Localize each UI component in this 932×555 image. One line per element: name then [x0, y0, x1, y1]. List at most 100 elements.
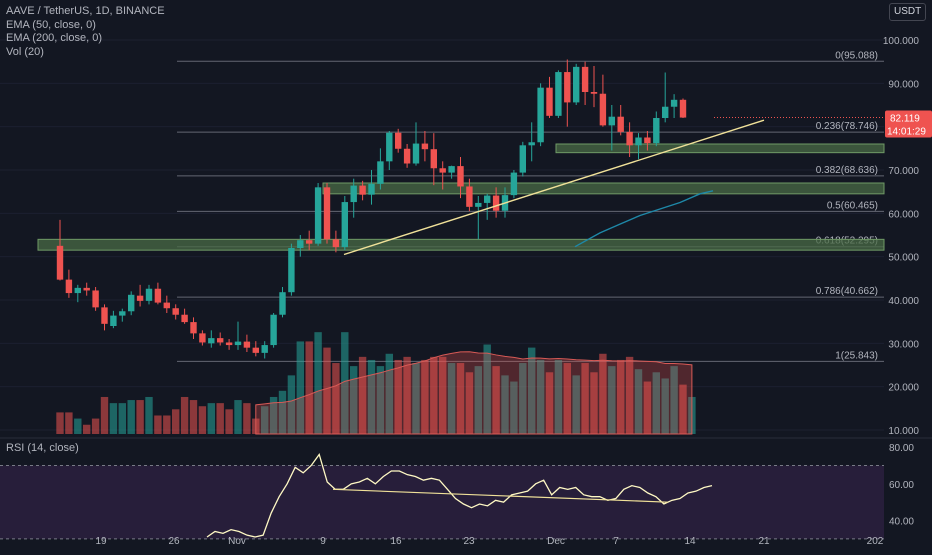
candle-body — [332, 239, 340, 248]
candle-body — [368, 183, 375, 195]
volume-bar — [447, 363, 456, 434]
candle-body — [261, 345, 268, 353]
volume-bar — [421, 359, 429, 434]
candle-body — [217, 338, 224, 343]
candle-body — [546, 87, 553, 116]
candle-body — [181, 314, 188, 323]
time-tick-label: 7 — [613, 536, 619, 547]
volume-bar — [608, 366, 616, 434]
price-tick-label: 50.000 — [888, 253, 919, 264]
time-tick-label: 21 — [758, 536, 770, 547]
candle-body — [208, 338, 215, 344]
fib-level-label: 0(95.088) — [835, 50, 878, 61]
symbol-title[interactable]: AAVE / TetherUS, 1D, BINANCE — [6, 5, 165, 17]
candle-body — [679, 99, 687, 118]
volume-bar — [403, 356, 411, 434]
candle-body — [564, 72, 571, 103]
price-tick-label: 90.000 — [888, 79, 919, 90]
rsi-pane: 80.00 60.00 40.00 — [0, 437, 932, 540]
volume-legend[interactable]: Vol (20) — [6, 45, 44, 58]
candle-body — [528, 142, 535, 146]
fib-level-label: 0.5(60.465) — [827, 200, 878, 211]
volume-bar — [332, 363, 340, 434]
price-candles — [56, 59, 687, 359]
volume-bar — [465, 372, 474, 434]
fib-level-label: 0.236(78.746) — [816, 121, 878, 132]
volume-bar — [341, 332, 349, 434]
volume-bar — [519, 363, 527, 434]
volume-ma-area — [255, 351, 693, 435]
volume-bar — [367, 359, 376, 434]
candle-body — [341, 202, 348, 248]
volume-bar — [350, 366, 358, 434]
candle-body — [288, 248, 295, 293]
rsi-tick-label: 60.00 — [889, 480, 914, 491]
volume-bar — [501, 375, 509, 434]
candle-body — [653, 118, 660, 144]
candle-body — [163, 302, 170, 309]
price-tick-label: 100.000 — [883, 36, 920, 47]
trendlines[interactable] — [343, 119, 765, 256]
ema200-legend[interactable]: EMA (200, close, 0) — [6, 32, 102, 44]
candle-body — [573, 66, 580, 103]
volume-bar — [617, 359, 625, 434]
volume-bar — [207, 403, 215, 434]
volume-bar — [189, 400, 198, 434]
volume-bar — [56, 412, 64, 434]
volume-bar — [563, 363, 571, 434]
candle-body — [492, 195, 500, 211]
candle-body — [484, 195, 491, 203]
price-tick-label: 70.000 — [888, 166, 919, 177]
volume-bar — [581, 363, 589, 434]
candle-body — [412, 143, 420, 164]
volume-bar — [74, 418, 82, 434]
candle-body — [314, 187, 322, 244]
rsi-legend[interactable]: RSI (14, close) — [6, 442, 79, 454]
candle-body — [421, 143, 429, 150]
volume-bar — [554, 359, 563, 434]
candle-body — [635, 137, 642, 146]
support-zones[interactable] — [37, 143, 885, 251]
fib-level-label: 1(25.843) — [835, 350, 878, 361]
candle-body — [297, 240, 304, 248]
price-axis[interactable]: 100.00090.00080.00070.00060.00050.00040.… — [883, 36, 920, 437]
volume-bar — [634, 369, 643, 434]
candle-body — [466, 186, 473, 207]
volume-bar — [510, 381, 518, 434]
volume-bar — [154, 415, 162, 434]
volume-bar — [296, 341, 304, 434]
candle-body — [475, 202, 482, 207]
fib-level-label: 0.382(68.636) — [816, 165, 878, 176]
volume-bar — [180, 396, 189, 434]
time-axis[interactable]: 19 26 Nov 9 16 23 Dec 7 14 21 202 — [95, 536, 883, 547]
candle-body — [154, 288, 162, 303]
volume-bar — [127, 400, 135, 434]
ema50-legend[interactable]: EMA (50, close, 0) — [6, 18, 96, 31]
ema-lines — [574, 190, 714, 248]
volume-bar — [643, 381, 652, 434]
candle-body — [377, 161, 384, 184]
time-tick-label: 19 — [95, 536, 107, 547]
ema-line — [574, 190, 714, 248]
candle-body — [617, 116, 624, 132]
candle-body — [279, 292, 286, 315]
candle-body — [386, 132, 393, 162]
time-tick-label: 26 — [168, 536, 180, 547]
current-price-label: 82.119 — [890, 113, 920, 124]
volume-bar — [118, 403, 126, 434]
volume-bar — [83, 424, 91, 434]
volume-bar — [136, 400, 144, 434]
currency-selector[interactable]: USDT — [889, 3, 927, 21]
candle-body — [359, 185, 366, 195]
volume-bar — [492, 366, 500, 434]
volume-bar — [145, 396, 153, 434]
candle-body — [136, 295, 144, 301]
candle-body — [145, 288, 153, 301]
time-tick-label: 202 — [867, 536, 884, 547]
candle-body — [83, 287, 90, 291]
volume-bar — [91, 418, 100, 434]
price-tick-label: 20.000 — [888, 383, 919, 394]
price-tick-label: 60.000 — [888, 209, 919, 220]
